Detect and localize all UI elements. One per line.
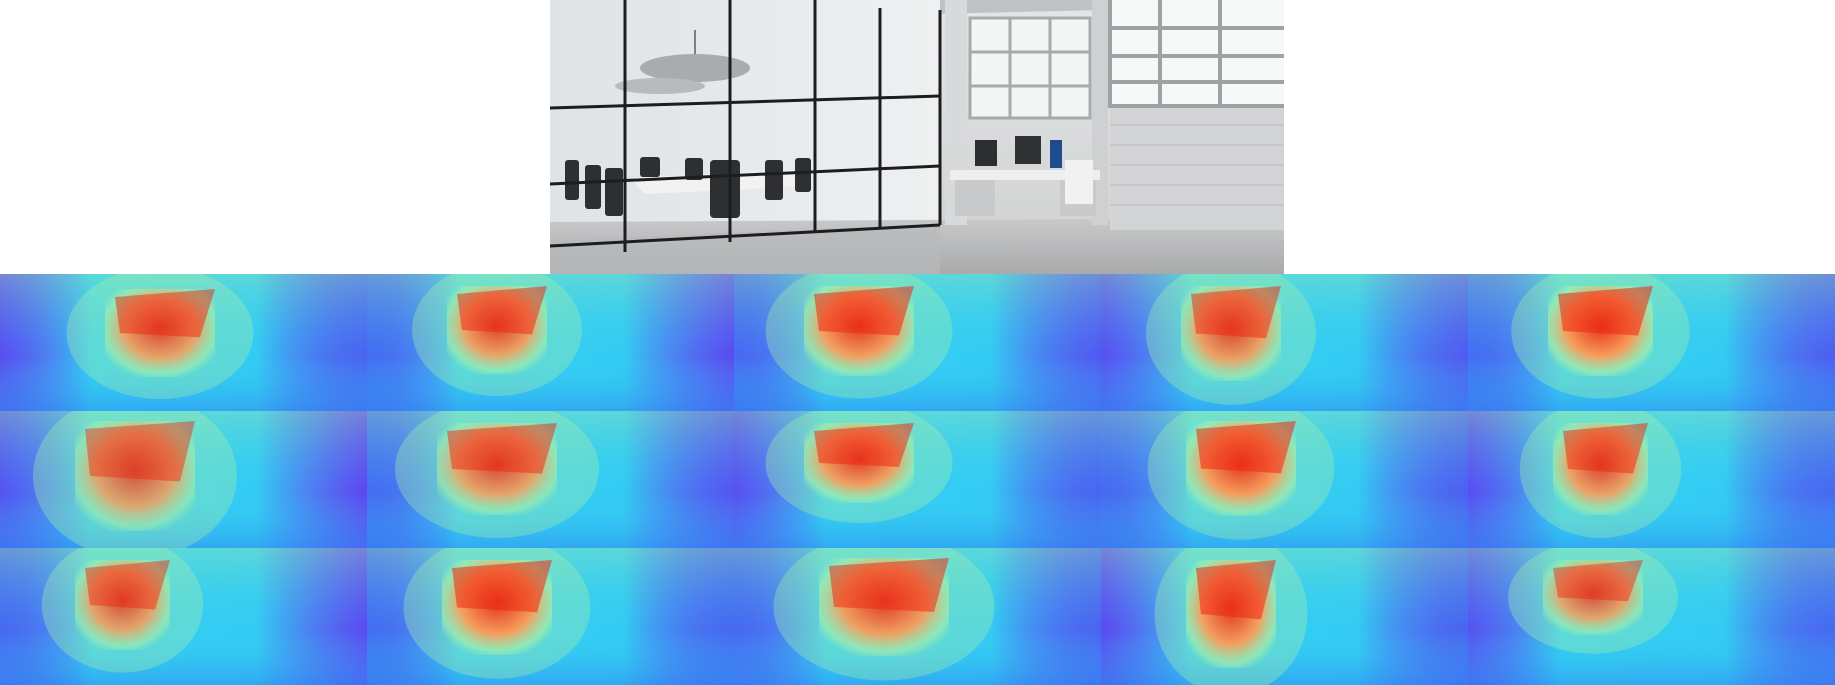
heatmap-image — [0, 548, 367, 685]
heatmap-image — [1468, 274, 1835, 411]
source-office-photo — [550, 0, 1284, 274]
heatmap-image — [367, 548, 734, 685]
heatmap-r3c4 — [1101, 548, 1468, 685]
heatmap-image — [0, 411, 367, 548]
heatmap-r2c3 — [734, 411, 1101, 548]
heatmap-image — [367, 274, 734, 411]
heatmap-image — [367, 411, 734, 548]
heatmap-image — [1101, 411, 1468, 548]
heatmap-r3c2 — [367, 548, 734, 685]
heatmap-r1c2 — [367, 274, 734, 411]
heatmap-image — [734, 274, 1101, 411]
heatmap-r3c3 — [734, 548, 1101, 685]
heatmap-r3c1 — [0, 548, 367, 685]
heatmap-image — [1101, 548, 1468, 685]
heatmap-r1c3 — [734, 274, 1101, 411]
heatmap-r1c1 — [0, 274, 367, 411]
heatmap-r1c4 — [1101, 274, 1468, 411]
office-photo-illustration — [550, 0, 1284, 274]
heatmap-image — [0, 274, 367, 411]
heatmap-r2c4 — [1101, 411, 1468, 548]
heatmap-image — [1468, 548, 1835, 685]
heatmap-grid — [0, 274, 1835, 685]
heatmap-r3c5 — [1468, 548, 1835, 685]
heatmap-image — [734, 411, 1101, 548]
heatmap-r2c5 — [1468, 411, 1835, 548]
heatmap-r2c2 — [367, 411, 734, 548]
heatmap-r1c5 — [1468, 274, 1835, 411]
heatmap-image — [1101, 274, 1468, 411]
heatmap-image — [1468, 411, 1835, 548]
heatmap-r2c1 — [0, 411, 367, 548]
heatmap-image — [734, 548, 1101, 685]
